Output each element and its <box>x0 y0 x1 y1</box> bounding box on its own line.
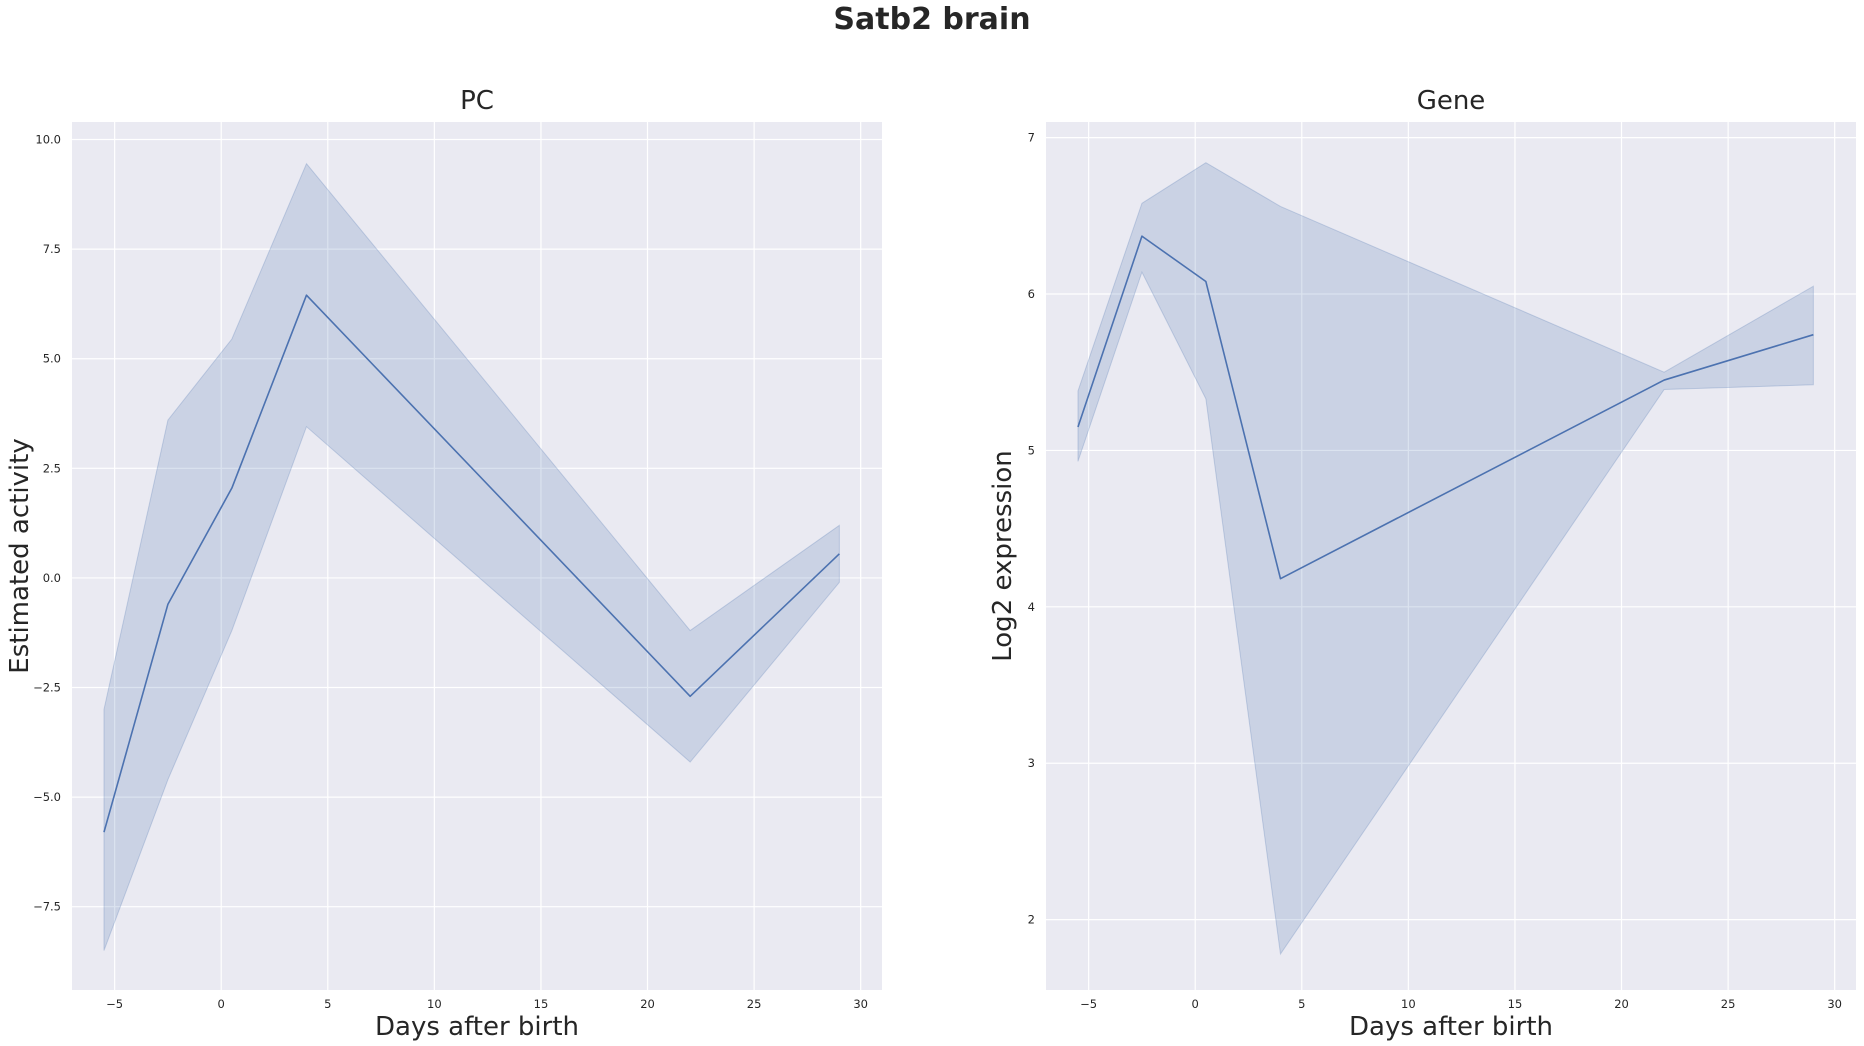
y-axis-title: Log2 expression <box>988 450 1018 662</box>
y-tick-label: 2.5 <box>43 461 61 475</box>
x-tick-label: 10 <box>427 997 442 1011</box>
y-tick-label: 3 <box>1028 756 1035 770</box>
y-tick-label: 7 <box>1028 131 1035 145</box>
x-tick-label: −5 <box>1080 997 1097 1011</box>
x-tick-label: 25 <box>747 997 762 1011</box>
x-tick-label: 0 <box>218 997 225 1011</box>
y-tick-label: 4 <box>1028 600 1035 614</box>
y-tick-label: 5.0 <box>43 352 61 366</box>
series-line <box>103 294 840 833</box>
series-line <box>1077 235 1814 580</box>
y-axis-title: Estimated activity <box>5 438 35 673</box>
x-tick-label: 15 <box>534 997 549 1011</box>
x-tick-label: 25 <box>1721 997 1736 1011</box>
y-tick-label: −2.5 <box>33 681 61 695</box>
confidence-band <box>1077 162 1814 956</box>
x-tick-label: 30 <box>853 997 868 1011</box>
y-tick-label: 7.5 <box>43 242 61 256</box>
x-tick-label: 10 <box>1401 997 1416 1011</box>
y-tick-label: 6 <box>1028 287 1035 301</box>
plot-area <box>1046 122 1856 990</box>
x-tick-label: 30 <box>1827 997 1842 1011</box>
confidence-band <box>103 162 840 951</box>
figure-title: Satb2 brain <box>833 2 1031 37</box>
x-tick-label: 20 <box>1614 997 1629 1011</box>
y-tick-label: 0.0 <box>43 571 61 585</box>
y-tick-label: −7.5 <box>33 900 61 914</box>
y-tick-label: 5 <box>1028 443 1035 457</box>
x-tick-label: 15 <box>1508 997 1523 1011</box>
x-tick-label: 0 <box>1192 997 1199 1011</box>
y-tick-label: −5.0 <box>33 790 61 804</box>
x-tick-label: 5 <box>324 997 331 1011</box>
plot-area <box>72 122 882 990</box>
panel-title: PC <box>460 86 494 116</box>
panel-title: Gene <box>1417 86 1486 116</box>
x-tick-label: 5 <box>1298 997 1305 1011</box>
y-tick-label: 2 <box>1028 913 1035 927</box>
x-tick-label: 20 <box>640 997 655 1011</box>
x-tick-label: −5 <box>106 997 123 1011</box>
panel-2: −5 0 5 10 15 20 25 30 2 3 4 5 6 7 Gene Days after birth… <box>988 86 1856 1042</box>
y-tick-label: 10.0 <box>35 133 61 147</box>
x-axis-title: Days after birth <box>1349 1012 1553 1042</box>
panel-1: −5 0 5 10 15 20 25 30 −7.5 −5.0 −2.5 0.0 2.5 5.0 7.5 10… <box>5 86 882 1042</box>
x-axis-title: Days after birth <box>375 1012 579 1042</box>
